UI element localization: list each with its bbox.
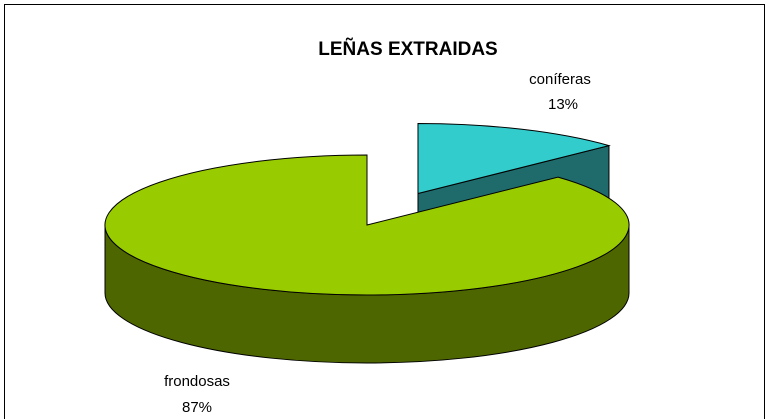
slice-label: frondosas <box>164 373 230 390</box>
slice-value-label: 87% <box>182 399 212 416</box>
chart-title: LEÑAS EXTRAIDAS <box>318 38 497 60</box>
slice-value-label: 13% <box>548 96 578 113</box>
slice-label: coníferas <box>529 71 591 88</box>
slice <box>104 154 630 296</box>
slice <box>417 123 611 195</box>
